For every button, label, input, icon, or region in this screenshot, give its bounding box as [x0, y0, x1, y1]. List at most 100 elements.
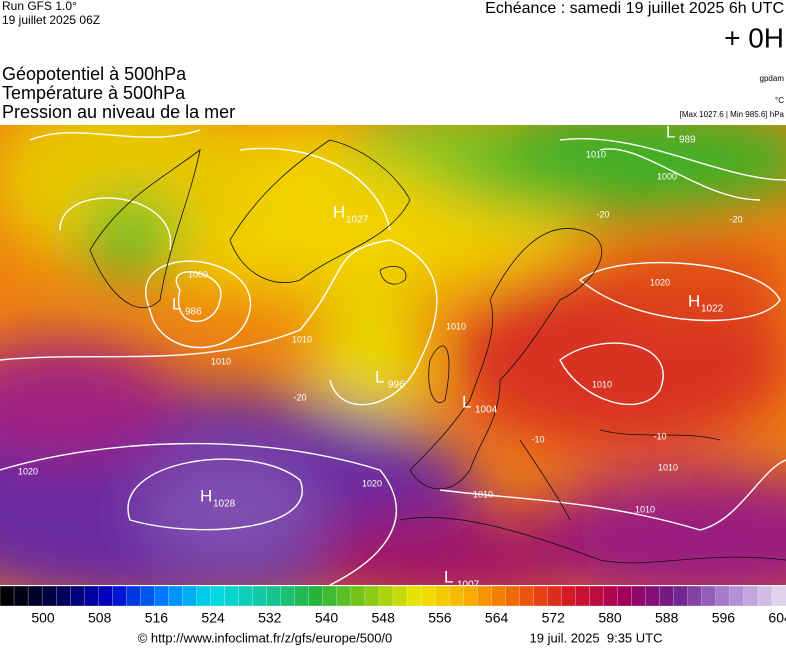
colorbar-swatch	[266, 585, 282, 607]
colorbar-swatch	[463, 585, 478, 607]
run-label: Run GFS 1.0°	[2, 0, 77, 13]
colorbar-swatch	[322, 585, 338, 607]
colorbar-swatch	[701, 585, 717, 607]
temperature-label: -20	[596, 209, 609, 219]
pressure-center-value: 1028	[213, 499, 236, 510]
colorbar-swatch	[392, 585, 408, 607]
colorbar-swatch	[547, 585, 563, 607]
colorbar-swatch	[603, 585, 619, 607]
pressure-center-value: 989	[679, 135, 696, 146]
colorbar-swatch	[771, 585, 786, 607]
temperature-label: -20	[293, 392, 306, 402]
colorbar-swatch	[196, 585, 212, 607]
colorbar-label: 596	[712, 610, 736, 626]
colorbar-swatch	[280, 585, 296, 607]
isobar-label: 1010	[592, 379, 612, 389]
pressure-center-letter: L	[462, 392, 471, 411]
pressure-center-letter: L	[375, 367, 384, 386]
isobars	[0, 129, 786, 585]
colorbar-label: 564	[485, 610, 509, 626]
pressure-center-value: 996	[388, 380, 405, 391]
colorbar-swatch	[55, 585, 71, 607]
unit-label: °C	[775, 96, 784, 105]
colorbar-label: 532	[258, 610, 282, 626]
colorbar-label: 580	[598, 610, 622, 626]
field-name: Pression au niveau de la mer	[2, 102, 235, 122]
colorbar-swatch	[126, 585, 142, 607]
colorbar-swatch	[673, 585, 689, 607]
colorbar-swatch	[308, 585, 324, 607]
temperature-label: -20	[729, 214, 742, 224]
pressure-center-letter: H	[688, 291, 700, 310]
colorbar-swatch	[420, 585, 436, 607]
colorbar-swatch	[631, 585, 647, 607]
isobar-label: 1010	[211, 356, 231, 366]
colorbar-swatch	[575, 585, 591, 607]
coastlines	[89, 139, 786, 564]
colorbar-label: 572	[542, 610, 566, 626]
pressure-center-letter: L	[666, 122, 675, 141]
colorbar-label: 508	[88, 610, 112, 626]
isobar-label: 1010	[473, 489, 493, 499]
colorbar-swatch	[448, 585, 464, 607]
pressure-center-value: 1007	[457, 580, 480, 591]
pressure-center-value: 1022	[701, 304, 724, 315]
map	[0, 125, 786, 585]
colorbar-swatch	[434, 585, 450, 607]
colorbar-swatch	[589, 585, 605, 607]
colorbar-swatch	[743, 585, 759, 607]
isobar-label: 1020	[18, 466, 38, 476]
colorbar-swatch	[98, 585, 113, 607]
pressure-center-value: 1027	[346, 215, 369, 226]
colorbar-label: 604	[768, 610, 786, 626]
pressure-center-value: 986	[185, 307, 202, 318]
colorbar-swatch	[687, 585, 703, 607]
colorbar-swatch	[140, 585, 156, 607]
colorbar-swatch	[154, 585, 170, 607]
time-offset: + 0H	[724, 22, 784, 53]
colorbar-label: 548	[372, 610, 396, 626]
colorbar-label: 516	[145, 610, 169, 626]
colorbar-swatch	[729, 585, 745, 607]
colorbar-swatch	[336, 585, 352, 607]
colorbar-swatch	[757, 585, 773, 607]
pressure-center-letter: H	[200, 486, 212, 505]
colorbar-swatch	[477, 585, 492, 607]
colorbar-swatch	[505, 585, 520, 607]
colorbar-swatch	[0, 585, 15, 607]
colorbar-swatch	[378, 585, 394, 607]
isobar-label: 1000	[657, 171, 677, 181]
isobar-label: 1020	[362, 478, 382, 488]
colorbar-swatch	[224, 585, 240, 607]
colorbar-swatch	[294, 585, 310, 607]
isobar-label: 1010	[586, 149, 606, 159]
unit-label: gpdam	[760, 74, 785, 83]
echeance: Echéance : samedi 19 juillet 2025 6h UTC	[485, 0, 784, 17]
colorbar-swatch	[27, 585, 43, 607]
colorbar-swatch	[533, 585, 549, 607]
footer-source: © http://www.infoclimat.fr/z/gfs/europe/…	[138, 630, 393, 645]
colorbar-swatch	[252, 585, 268, 607]
pressure-center-letter: L	[444, 567, 453, 586]
colorbar-label: 500	[31, 610, 55, 626]
colorbar-swatch	[364, 585, 380, 607]
colorbar-swatch	[561, 585, 577, 607]
colorbar-swatch	[350, 585, 366, 607]
colorbar-label: 524	[201, 610, 225, 626]
isobar-label: 1010	[292, 334, 312, 344]
colorbar-swatch	[645, 585, 661, 607]
pressure-center-value: 1004	[475, 405, 498, 416]
colorbar-swatch	[182, 585, 198, 607]
colorbar-swatch	[238, 585, 254, 607]
colorbar-swatch	[519, 585, 535, 607]
isobar-label: 1020	[650, 277, 670, 287]
pressure-center-letter: L	[172, 294, 181, 313]
temperature-label: -10	[653, 431, 666, 441]
colorbar-swatch	[84, 585, 99, 607]
isobar-label: 1010	[446, 321, 466, 331]
colorbar-swatch	[13, 585, 29, 607]
temperature-label: -10	[531, 434, 544, 444]
colorbar-swatch	[70, 585, 85, 607]
isobar-label: 1000	[188, 269, 208, 279]
